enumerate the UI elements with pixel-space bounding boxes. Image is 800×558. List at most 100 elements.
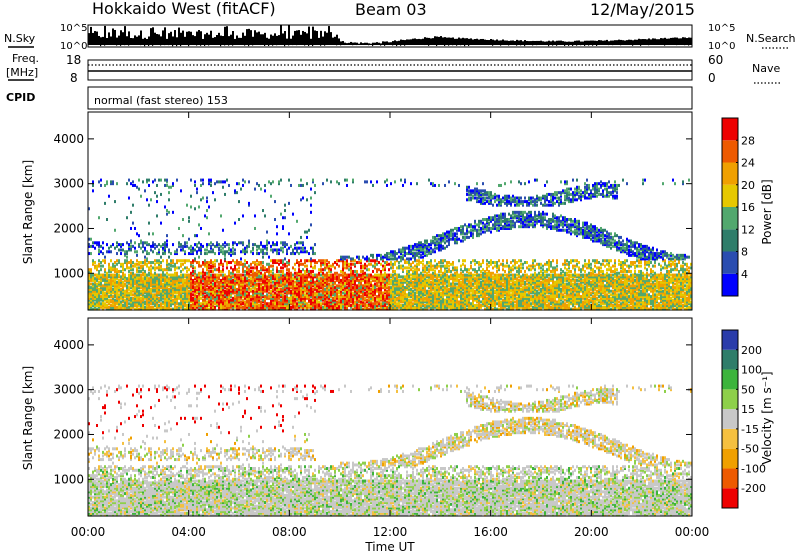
heatmap-cell (280, 288, 282, 291)
heatmap-cell (368, 274, 370, 277)
heatmap-cell (348, 268, 350, 271)
heatmap-cell (186, 245, 188, 248)
nsearch-point (144, 45, 145, 46)
heatmap-cell (248, 240, 250, 243)
heatmap-cell (100, 268, 102, 271)
heatmap-cell (230, 275, 232, 278)
nsky-bar (590, 41, 592, 45)
heatmap-cell (308, 252, 310, 255)
heatmap-cell (364, 297, 366, 300)
nsearch-point (276, 44, 277, 45)
heatmap-cell (406, 293, 408, 296)
nsky-bar (94, 31, 96, 45)
heatmap-cell (326, 179, 328, 182)
heatmap-cell (322, 272, 324, 275)
nsearch-point (96, 44, 97, 45)
heatmap-cell (248, 202, 250, 205)
heatmap-cell (128, 179, 130, 182)
heatmap-cell (428, 179, 430, 182)
heatmap-cell (140, 265, 142, 268)
nsky-bar (606, 40, 608, 45)
nsky-bar (204, 34, 206, 45)
nsky-bar (222, 36, 224, 45)
heatmap-cell (196, 234, 198, 237)
heatmap-cell (150, 248, 152, 251)
heatmap-cell (392, 274, 394, 277)
heatmap-cell (134, 241, 136, 244)
heatmap-cell (234, 295, 236, 298)
heatmap-cell (170, 259, 172, 262)
heatmap-cell (100, 302, 102, 305)
heatmap-cell (372, 284, 374, 287)
heatmap-cell (262, 245, 264, 248)
heatmap-cell (174, 295, 176, 298)
heatmap-cell (116, 306, 118, 309)
heatmap-cell (210, 250, 212, 253)
heatmap-cell (92, 259, 94, 262)
nsearch-point (328, 43, 329, 44)
nsky-bar (450, 38, 452, 45)
heatmap-cell (124, 250, 126, 253)
heatmap-cell (416, 243, 418, 246)
heatmap-cell (384, 254, 386, 257)
nsearch-point (548, 45, 549, 46)
heatmap-cell (378, 268, 380, 271)
heatmap-cell (238, 182, 240, 185)
nsky-bar (206, 33, 208, 45)
station-title: Hokkaido West (fitACF) (92, 0, 276, 18)
heatmap-cell (272, 248, 274, 251)
heatmap-cell (156, 274, 158, 277)
heatmap-cell (400, 304, 402, 307)
heatmap-cell (414, 243, 416, 246)
heatmap-cell (366, 299, 368, 302)
heatmap-cell (124, 274, 126, 277)
nsky-bar (538, 41, 540, 45)
nsky-bar (214, 37, 216, 45)
heatmap-cell (226, 266, 228, 269)
heatmap-cell (154, 263, 156, 266)
heatmap-cell (132, 268, 134, 271)
nsky-bar (678, 38, 680, 45)
nsky-bar (284, 31, 286, 45)
heatmap-cell (408, 299, 410, 302)
nsky-bar (406, 39, 408, 45)
nsky-bar (286, 39, 288, 45)
nsearch-point (612, 44, 613, 45)
heatmap-cell (92, 189, 94, 192)
nsky-bar (650, 39, 652, 45)
heatmap-cell (420, 254, 422, 257)
heatmap-cell (148, 272, 150, 275)
nsky-bar (688, 38, 690, 45)
nsky-bar (218, 33, 220, 45)
nsky-bar (326, 33, 328, 45)
heatmap-cell (360, 274, 362, 277)
nsky-bar (632, 40, 634, 45)
heatmap-cell (252, 252, 254, 255)
nsky-bar (274, 33, 276, 45)
heatmap-cell (102, 284, 104, 287)
heatmap-cell (186, 204, 188, 207)
heatmap-cell (420, 261, 422, 264)
heatmap-cell (226, 275, 228, 278)
heatmap-cell (94, 241, 96, 244)
heatmap-cell (410, 182, 412, 185)
nsearch-point (584, 45, 585, 46)
heatmap-cell (98, 259, 100, 262)
heatmap-cell (404, 179, 406, 182)
heatmap-cell (100, 250, 102, 253)
heatmap-cell (188, 238, 190, 241)
heatmap-cell (280, 247, 282, 250)
heatmap-cell (288, 247, 290, 250)
heatmap-cell (104, 268, 106, 271)
heatmap-cell (188, 220, 190, 223)
heatmap-cell (120, 288, 122, 291)
heatmap-cell (212, 283, 214, 286)
heatmap-cell (168, 248, 170, 251)
nsky-bar (510, 41, 512, 45)
nsky-bar (180, 33, 182, 45)
heatmap-cell (404, 286, 406, 289)
heatmap-cell (162, 252, 164, 255)
heatmap-cell (110, 245, 112, 248)
heatmap-cell (206, 261, 208, 264)
nsearch-point (404, 45, 405, 46)
